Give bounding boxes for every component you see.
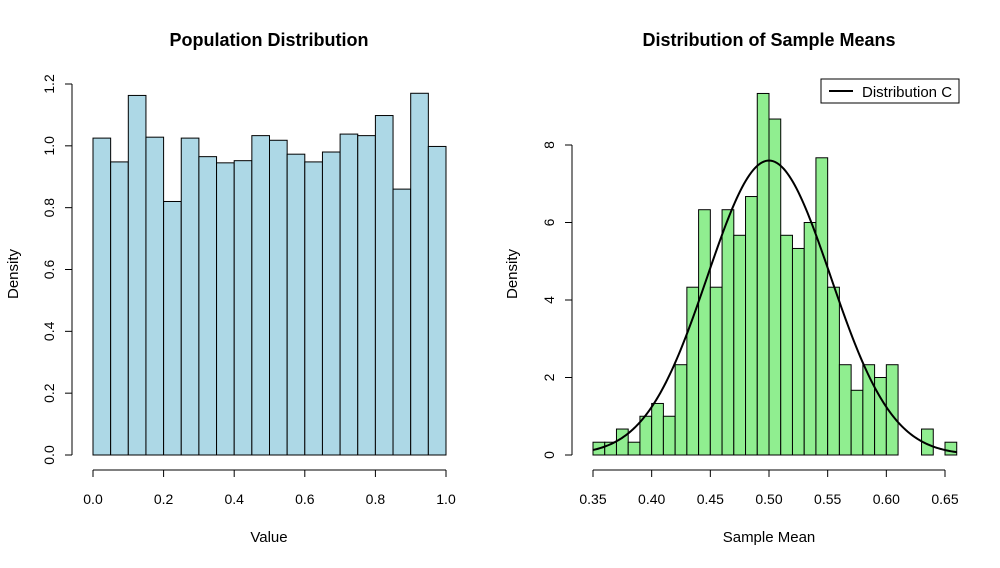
bar: [216, 162, 235, 456]
bar: [803, 222, 817, 456]
bar: [427, 145, 447, 456]
bar: [410, 92, 429, 456]
bar: [92, 137, 112, 456]
panel-population-distribution: Population Distribution Value Density 0.…: [5, 30, 456, 546]
chart-title: Distribution of Sample Means: [642, 30, 895, 50]
y-axis-label: Density: [504, 248, 521, 299]
bar: [686, 286, 700, 456]
bar: [163, 200, 182, 456]
y-tick-label: 0.4: [41, 321, 57, 341]
bar: [127, 94, 147, 456]
bar: [286, 153, 306, 456]
x-axis: 0.35 0.40 0.45 0.50 0.55 0.60 0.65: [579, 469, 959, 507]
bar: [674, 364, 688, 456]
y-tick-label: 6: [541, 218, 557, 226]
legend: Distribution C: [820, 78, 960, 104]
x-tick-label: 0.0: [83, 491, 103, 507]
y-axis-label: Density: [5, 248, 22, 299]
chart-title: Population Distribution: [170, 30, 369, 50]
y-tick-label: 0.2: [41, 383, 57, 403]
bar: [269, 139, 288, 456]
legend-entry-label: Distribution C: [862, 84, 952, 101]
y-tick-label: 0: [541, 451, 557, 459]
bar: [145, 136, 165, 456]
x-tick-label: 1.0: [436, 491, 456, 507]
bar: [321, 151, 341, 456]
bars: [92, 92, 447, 456]
y-tick-label: 2: [541, 373, 557, 381]
bar: [827, 286, 840, 456]
x-tick-label: 0.60: [873, 491, 900, 507]
bar: [721, 209, 735, 456]
bar: [815, 157, 829, 456]
bar: [756, 92, 770, 456]
x-tick-label: 0.35: [579, 491, 606, 507]
y-tick-label: 8: [541, 141, 557, 149]
bar: [639, 415, 653, 456]
y-tick-label: 1.2: [41, 74, 57, 94]
bar: [651, 402, 664, 456]
x-tick-label: 0.40: [638, 491, 665, 507]
bar: [339, 133, 359, 456]
bar: [698, 209, 711, 456]
bar: [780, 234, 793, 456]
panel-sample-means: Distribution of Sample Means Sample Mean…: [504, 30, 960, 546]
bar: [251, 135, 271, 456]
bar: [862, 364, 876, 456]
bar: [233, 160, 253, 456]
bar: [662, 415, 676, 456]
bar: [944, 441, 958, 456]
y-tick-label: 0.8: [41, 198, 57, 218]
x-tick-label: 0.8: [366, 491, 386, 507]
bar: [709, 286, 723, 456]
bar: [615, 428, 629, 456]
bar: [304, 161, 323, 456]
bar: [180, 137, 200, 456]
bar: [768, 118, 782, 456]
y-axis: 0.0 0.2 0.4 0.6 0.8 1.0 1.2: [41, 74, 73, 465]
x-tick-label: 0.50: [755, 491, 782, 507]
y-tick-label: 4: [541, 296, 557, 304]
bar: [733, 234, 747, 456]
bar: [357, 135, 376, 456]
density-curve-group: [592, 159, 957, 454]
y-axis: 0 2 4 6 8: [541, 141, 573, 459]
bar: [198, 156, 218, 456]
x-tick-label: 0.6: [295, 491, 315, 507]
x-axis-label: Value: [250, 529, 287, 546]
normal-density-curve: [592, 159, 957, 454]
x-tick-label: 0.65: [931, 491, 958, 507]
bar: [627, 441, 641, 456]
x-axis: 0.0 0.2 0.4 0.6 0.8 1.0: [83, 469, 456, 507]
bar: [110, 161, 129, 456]
bars: [592, 92, 958, 456]
x-axis-label: Sample Mean: [723, 529, 816, 546]
bar: [885, 364, 899, 456]
y-tick-label: 0.6: [41, 260, 57, 280]
bar: [392, 188, 412, 456]
x-tick-label: 0.45: [697, 491, 724, 507]
x-tick-label: 0.55: [814, 491, 841, 507]
bar: [850, 389, 864, 456]
y-tick-label: 0.0: [41, 445, 57, 465]
x-tick-label: 0.2: [154, 491, 174, 507]
bar: [791, 247, 805, 456]
x-tick-label: 0.4: [224, 491, 244, 507]
bar: [838, 364, 852, 456]
bar: [745, 196, 758, 456]
bar: [374, 115, 394, 456]
y-tick-label: 1.0: [41, 136, 57, 156]
